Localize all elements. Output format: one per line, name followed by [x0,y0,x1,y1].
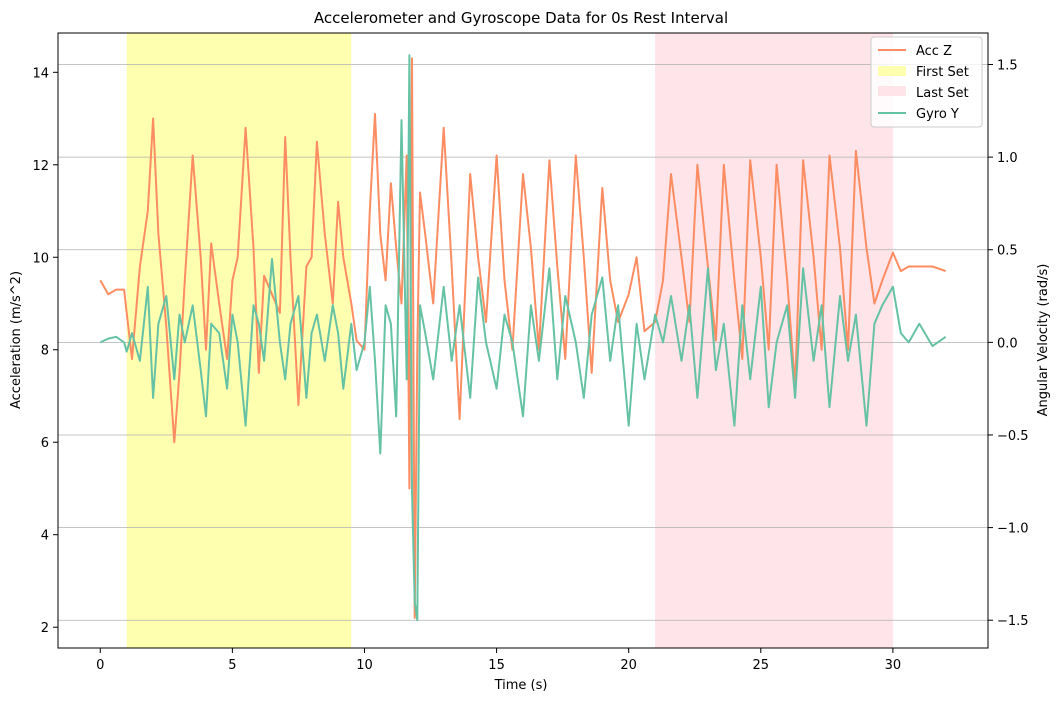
y-tick-label: 12 [32,159,49,174]
y-axis-label: Acceleration (m/s^2) [9,271,24,409]
legend-box [870,36,983,128]
legend-label-acc-z: Acc Z [916,44,952,59]
y-tick-label: 2 [41,621,49,636]
y2-tick-label: −0.5 [997,429,1029,444]
y2-tick-label: −1.0 [997,522,1029,537]
legend-swatch-first-set [878,66,906,76]
x-tick-label: 30 [885,658,902,673]
legend: Acc Z First Set Last Set Gyro Y [870,36,983,128]
y2-tick-label: 1.0 [997,151,1018,166]
x-tick-label: 5 [228,658,236,673]
x-axis-ticks: 0 5 10 15 20 25 30 [96,648,901,673]
y2-axis-ticks: −1.5 −1.0 −0.5 0.0 0.5 1.0 1.5 [988,58,1029,629]
x-tick-label: 0 [96,658,104,673]
x-tick-label: 10 [356,658,373,673]
span-first-set [126,33,352,648]
legend-label-first-set: First Set [916,65,969,80]
series-line-gyro-y [99,54,947,622]
y-axis-ticks: 2 4 6 8 10 12 14 [32,66,58,636]
plot-frame [57,32,989,649]
x-axis-label: Time (s) [494,678,548,693]
legend-label-last-set: Last Set [916,86,969,101]
y-tick-label: 10 [32,251,49,266]
x-tick-label: 15 [488,658,505,673]
y-tick-label: 14 [32,66,49,81]
span-last-set [655,33,893,648]
chart-title: Accelerometer and Gyroscope Data for 0s … [314,9,728,27]
legend-swatch-last-set [878,86,906,96]
y-tick-label: 6 [41,436,49,451]
y2-tick-label: 1.5 [997,58,1018,73]
series-lines [99,54,947,622]
x-tick-label: 25 [753,658,770,673]
y-tick-label: 4 [41,529,49,544]
y2-axis-label: Angular Velocity (rad/s) [1036,264,1051,417]
series-line-acc-z [99,57,947,619]
y2-tick-label: 0.0 [997,336,1018,351]
x-tick-label: 20 [620,658,637,673]
y2-tick-label: −1.5 [997,614,1029,629]
highlight-spans [126,33,893,648]
y-tick-label: 8 [41,344,49,359]
y2-tick-label: 0.5 [997,244,1018,259]
legend-label-gyro-y: Gyro Y [916,107,959,122]
